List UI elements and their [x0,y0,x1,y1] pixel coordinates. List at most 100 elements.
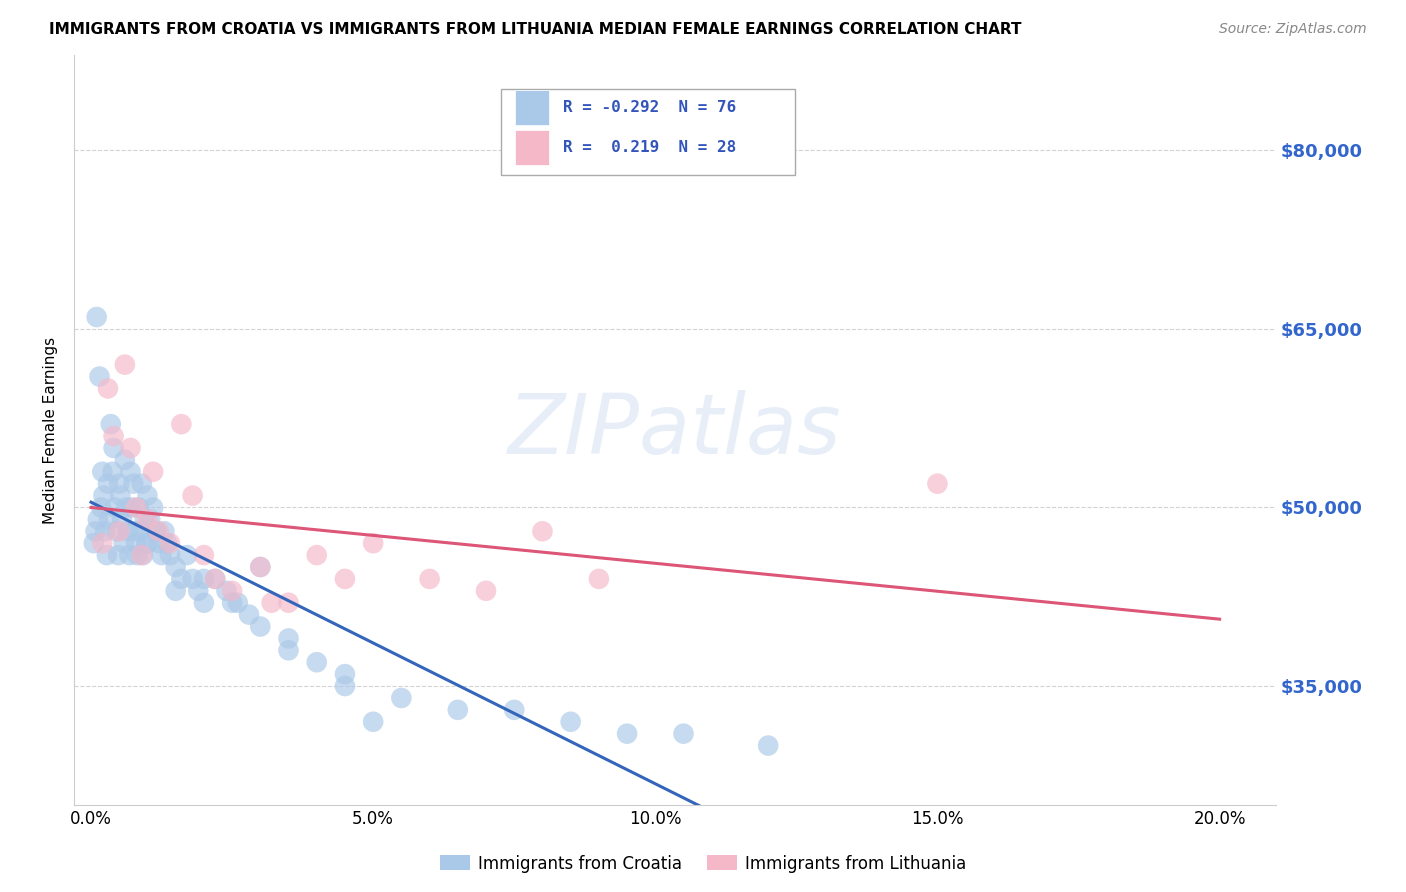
Point [97,381,120,395]
Point [83,536,105,550]
Point [104,500,127,515]
Point [107,548,129,562]
Text: R = -0.292  N = 76: R = -0.292 N = 76 [564,100,737,115]
Point [94,524,117,539]
Point [305,548,328,562]
Point [114,358,136,372]
Point [447,703,470,717]
Point [86,310,108,324]
Point [226,596,249,610]
Point [136,536,159,550]
Point [132,548,155,562]
Point [101,465,124,479]
Point [136,512,159,526]
Point [277,632,299,646]
Point [142,465,165,479]
Point [87,512,110,526]
Point [145,524,167,539]
Point [131,548,153,562]
Point [124,524,146,539]
Point [165,583,187,598]
Point [333,679,356,693]
Point [127,548,149,562]
Point [105,524,128,539]
Point [103,429,125,443]
Point [193,572,215,586]
Point [103,441,125,455]
Point [419,572,441,586]
Point [125,500,148,515]
Point [193,596,215,610]
Point [305,655,328,669]
Point [927,476,949,491]
Point [187,583,209,598]
Point [204,572,226,586]
Point [96,548,118,562]
Point [531,524,554,539]
Point [91,465,114,479]
Point [128,500,150,515]
Point [221,583,243,598]
Point [117,524,139,539]
Y-axis label: Median Female Earnings: Median Female Earnings [44,336,58,524]
Text: R =  0.219  N = 28: R = 0.219 N = 28 [564,140,737,155]
Point [503,703,526,717]
Point [90,500,112,515]
Point [361,714,384,729]
Point [136,489,159,503]
Point [121,500,143,515]
Point [238,607,260,622]
Point [120,441,142,455]
Point [215,583,238,598]
Point [249,560,271,574]
Text: ZIPatlas: ZIPatlas [508,390,842,471]
Point [181,489,204,503]
Point [756,739,779,753]
Point [150,548,173,562]
Point [159,548,181,562]
FancyBboxPatch shape [501,89,796,175]
Point [333,572,356,586]
Point [153,524,176,539]
Point [616,726,638,740]
Point [260,596,283,610]
Point [159,536,181,550]
Point [333,667,356,681]
Point [181,572,204,586]
Point [131,476,153,491]
Point [156,536,179,550]
Point [361,536,384,550]
Point [142,500,165,515]
Point [389,690,412,705]
Point [475,583,498,598]
Text: Source: ZipAtlas.com: Source: ZipAtlas.com [1219,22,1367,37]
Point [100,417,122,432]
Point [129,524,152,539]
Point [97,476,120,491]
Point [134,512,156,526]
Point [89,369,111,384]
Point [135,536,157,550]
Point [114,453,136,467]
Point [588,572,610,586]
Point [125,536,148,550]
Point [560,714,582,729]
Point [108,524,131,539]
Point [122,476,145,491]
Point [120,465,142,479]
Text: IMMIGRANTS FROM CROATIA VS IMMIGRANTS FROM LITHUANIA MEDIAN FEMALE EARNINGS CORR: IMMIGRANTS FROM CROATIA VS IMMIGRANTS FR… [49,22,1022,37]
Point [176,548,198,562]
Point [108,476,131,491]
Point [112,536,135,550]
Point [277,643,299,657]
Point [165,560,187,574]
Point [249,619,271,633]
Point [672,726,695,740]
Bar [515,90,548,125]
Point [118,548,141,562]
Point [91,536,114,550]
Point [204,572,226,586]
Point [193,548,215,562]
Point [148,536,170,550]
Point [277,596,299,610]
